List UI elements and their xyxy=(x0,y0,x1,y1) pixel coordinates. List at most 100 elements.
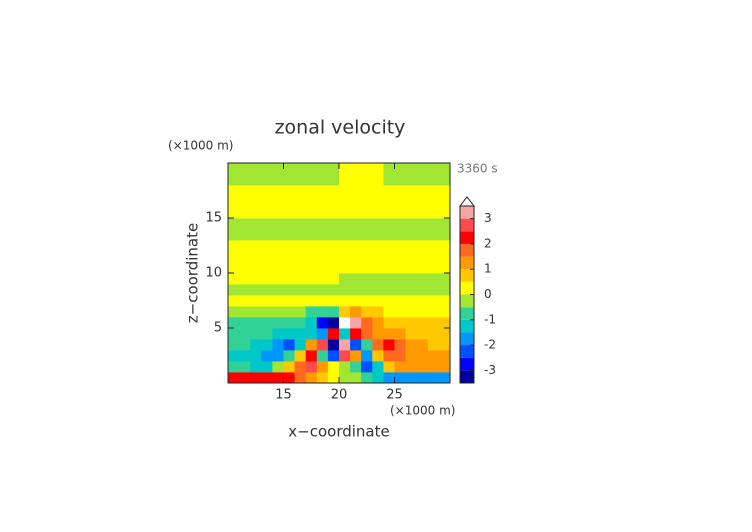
contour-cell xyxy=(316,185,329,197)
x-tick-label: 20 xyxy=(331,388,348,403)
contour-cell xyxy=(272,361,284,373)
contour-cell xyxy=(372,229,384,241)
contour-cell xyxy=(283,295,295,307)
contour-cell xyxy=(427,317,440,329)
contour-cell xyxy=(394,306,406,318)
contour-cell xyxy=(416,350,429,362)
contour-cell xyxy=(327,295,340,307)
contour-cell xyxy=(261,372,273,384)
contour-cell xyxy=(283,229,295,241)
contour-cell xyxy=(372,251,384,263)
contour-cell xyxy=(361,328,373,340)
contour-cell xyxy=(305,328,318,340)
colorbar-extend xyxy=(458,196,476,207)
contour-cell xyxy=(283,372,295,384)
contour-cell xyxy=(305,262,318,274)
contour-cell xyxy=(339,284,351,296)
contour-cell xyxy=(339,361,351,373)
contour-cell xyxy=(350,361,362,373)
contour-cell xyxy=(228,163,240,175)
contour-cell xyxy=(239,262,251,274)
x-tick-label: 25 xyxy=(386,388,403,403)
contour-cell xyxy=(427,240,440,252)
contour-cell xyxy=(294,273,307,285)
colorbar-block xyxy=(460,357,474,371)
contour-cell xyxy=(228,196,240,208)
contour-cell xyxy=(383,262,395,274)
contour-cell xyxy=(372,328,384,340)
contour-cell xyxy=(239,350,251,362)
contour-cell xyxy=(239,240,251,252)
contour-cell xyxy=(394,317,406,329)
colorbar-tick-label: 2 xyxy=(484,236,492,250)
contour-cell xyxy=(294,361,307,373)
contour-cell xyxy=(361,262,373,274)
contour-cell xyxy=(305,317,318,329)
contour-cell xyxy=(394,251,406,263)
contour-cell xyxy=(239,317,251,329)
contour-cell xyxy=(327,361,340,373)
contour-cell xyxy=(272,163,284,175)
contour-cell xyxy=(416,306,429,318)
contour-cell xyxy=(427,361,440,373)
contour-cell xyxy=(305,240,318,252)
contour-cell xyxy=(427,350,440,362)
contour-cell xyxy=(250,372,262,384)
colorbar-block xyxy=(460,294,474,308)
contour-cell xyxy=(239,229,251,241)
contour-cell xyxy=(239,174,251,186)
contour-cell xyxy=(272,339,284,351)
contour-cell xyxy=(283,317,295,329)
contour-cell xyxy=(327,350,340,362)
contour-cell xyxy=(361,185,373,197)
contour-cell xyxy=(405,196,418,208)
contour-cell xyxy=(272,284,284,296)
contour-cell xyxy=(250,163,262,175)
contour-cell xyxy=(361,317,373,329)
contour-cell xyxy=(283,196,295,208)
contour-cell xyxy=(416,284,429,296)
contour-cell xyxy=(283,262,295,274)
contour-cell xyxy=(438,350,451,362)
contour-cell xyxy=(228,284,240,296)
contour-cell xyxy=(283,273,295,285)
contour-cell xyxy=(372,196,384,208)
contour-cell xyxy=(228,339,240,351)
contour-cell xyxy=(372,207,384,219)
contour-cell xyxy=(239,185,251,197)
colorbar-block xyxy=(460,345,474,358)
contour-cell xyxy=(294,163,307,175)
contour-cell xyxy=(261,207,273,219)
contour-cell xyxy=(228,317,240,329)
contour-cell xyxy=(339,295,351,307)
contour-cell xyxy=(438,218,451,230)
contour-cell xyxy=(239,306,251,318)
contour-cell xyxy=(228,328,240,340)
contour-cell xyxy=(316,229,329,241)
contour-cell xyxy=(427,218,440,230)
contour-cell xyxy=(305,251,318,263)
contour-cell xyxy=(250,174,262,186)
contour-cell xyxy=(272,317,284,329)
contour-cell xyxy=(339,218,351,230)
contour-cell xyxy=(327,174,340,186)
colorbar-block xyxy=(460,256,474,270)
contour-cell xyxy=(272,218,284,230)
contour-cell xyxy=(394,284,406,296)
contour-cell xyxy=(383,229,395,241)
contour-cell xyxy=(427,196,440,208)
contour-cell xyxy=(372,240,384,252)
contour-cell xyxy=(327,240,340,252)
contour-cell xyxy=(316,350,329,362)
contour-cell xyxy=(416,273,429,285)
contour-cell xyxy=(339,229,351,241)
contour-cell xyxy=(228,306,240,318)
contour-cell xyxy=(438,229,451,241)
contour-cell xyxy=(416,229,429,241)
contour-cell xyxy=(228,295,240,307)
y-tick-label: 10 xyxy=(205,266,222,281)
contour-cell xyxy=(327,284,340,296)
contour-cell xyxy=(294,218,307,230)
contour-cell xyxy=(361,273,373,285)
contour-cell xyxy=(350,196,362,208)
